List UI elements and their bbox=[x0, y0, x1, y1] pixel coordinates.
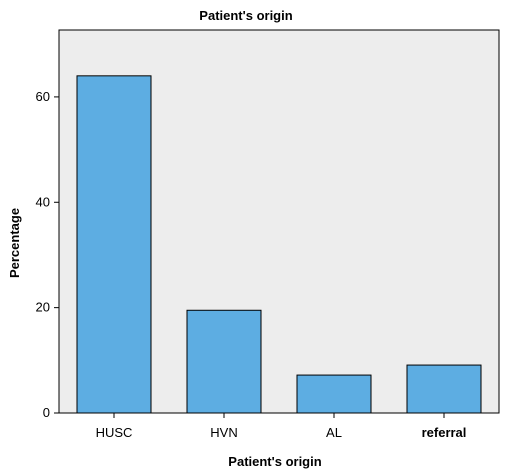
chart-title: Patient's origin bbox=[199, 8, 292, 23]
y-tick-label: 0 bbox=[43, 405, 50, 420]
y-tick-label: 20 bbox=[36, 300, 50, 315]
x-tick-label-hvn: HVN bbox=[210, 425, 237, 440]
bar-al bbox=[296, 374, 372, 414]
bar-hvn bbox=[186, 309, 262, 414]
y-tick-label: 40 bbox=[36, 194, 50, 209]
x-axis-title: Patient's origin bbox=[228, 454, 321, 469]
bar-referral bbox=[406, 364, 482, 414]
x-tick-label-husc: HUSC bbox=[96, 425, 133, 440]
plot-frame bbox=[58, 29, 500, 414]
y-axis: 0 20 40 60 bbox=[36, 89, 59, 420]
x-tick-label-referral: referral bbox=[422, 425, 467, 440]
bar-husc bbox=[76, 75, 152, 414]
y-tick-label: 60 bbox=[36, 89, 50, 104]
y-axis-title: Percentage bbox=[7, 208, 22, 278]
x-tick-label-al: AL bbox=[326, 425, 342, 440]
x-axis: HUSC HVN AL referral bbox=[96, 413, 467, 440]
